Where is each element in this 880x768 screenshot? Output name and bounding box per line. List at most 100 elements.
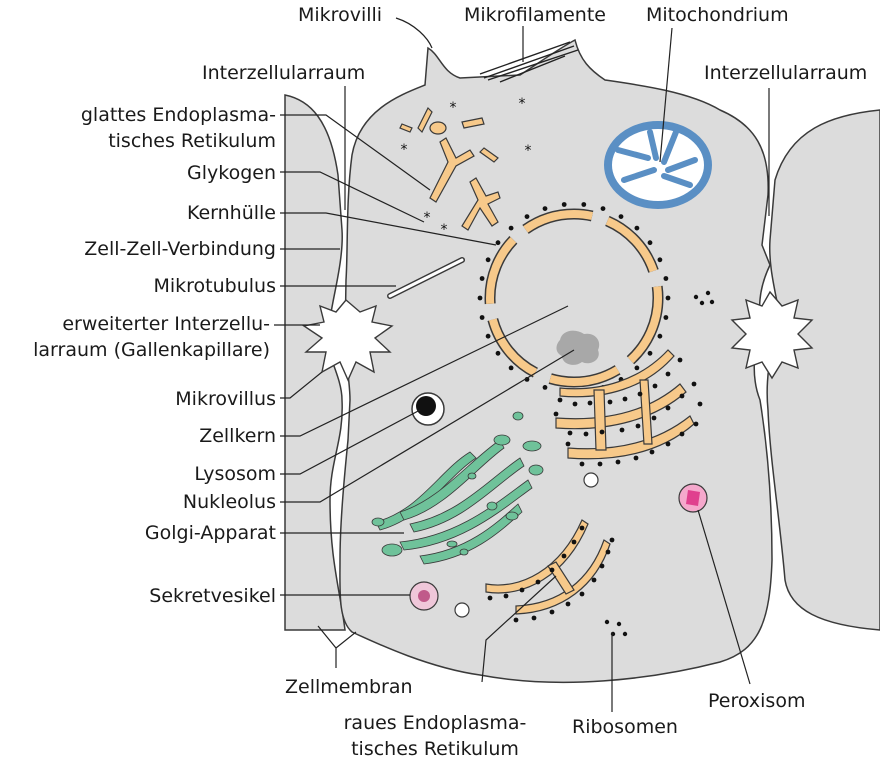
svg-text:*: * <box>450 100 457 116</box>
label-mikrofilamente: Mikrofilamente <box>464 4 606 26</box>
ribosome-dot <box>665 371 671 377</box>
label-mitochondrium: Mitochondrium <box>646 4 789 26</box>
gallenkapillare-left <box>302 299 394 382</box>
label-zellmembran: Zellmembran <box>285 676 413 698</box>
right-neighbour-cell <box>766 109 880 631</box>
svg-text:*: * <box>519 96 526 112</box>
label-sekretvesikel: Sekretvesikel <box>149 585 276 607</box>
ribosome-dot <box>557 397 563 403</box>
lysosom <box>411 392 445 426</box>
vesikel <box>454 602 470 618</box>
raues-er-rechts <box>555 349 695 460</box>
glattes-er <box>399 106 501 231</box>
kernhuelle <box>484 208 664 388</box>
label-erweiterter-interzellularraum: erweiterter Interzellu- larraum (Gallenk… <box>4 313 270 361</box>
ribosome-dot <box>495 240 501 246</box>
label-glattes-er-line1: glattes Endoplasma- <box>80 104 276 126</box>
svg-text:*: * <box>441 222 448 238</box>
ribosome-dot <box>508 225 514 231</box>
leader-lines <box>274 17 770 712</box>
ribosome-dot <box>679 393 685 399</box>
label-raues-er-line2: tisches Retikulum <box>351 738 519 760</box>
ribosome-dot <box>697 401 703 407</box>
label-raues-er: raues Endoplasma- tisches Retikulum <box>330 712 540 760</box>
ribosome-dot <box>649 449 655 455</box>
label-mikrovilli: Mikrovilli <box>298 4 383 26</box>
ribosome-dot <box>549 609 555 615</box>
ribosome-dot <box>503 593 509 599</box>
ribosome-dot <box>581 202 587 207</box>
ribosome-dot <box>542 206 548 212</box>
ribosome-dot <box>635 423 641 429</box>
ribosome-dot <box>637 391 643 397</box>
ribosome-dot <box>665 441 671 447</box>
glykogen: * * * * * * <box>401 96 532 238</box>
raues-er-rechts-ribosomen <box>553 357 703 467</box>
ribosome-dot <box>619 427 625 433</box>
ribosome-dot <box>477 295 483 301</box>
label-kernhuelle: Kernhülle <box>186 202 276 224</box>
label-nukleolus: Nukleolus <box>182 491 276 513</box>
ribosome-dot <box>587 400 593 406</box>
ribosome-dot <box>600 206 606 212</box>
ribosome-dot <box>508 365 514 371</box>
mikrofilamente <box>479 41 579 83</box>
ribosome-dot <box>677 357 683 363</box>
label-peroxisom: Peroxisom <box>708 690 806 712</box>
ribosome-dot <box>652 383 658 389</box>
raues-er-unten <box>485 519 611 615</box>
kernhuelle-ribosomen <box>477 202 671 394</box>
label-zellkern: Zellkern <box>199 425 276 447</box>
label-raues-er-line1: raues Endoplasma- <box>343 712 527 734</box>
ribosome-dot <box>647 350 653 356</box>
label-glattes-er: glattes Endoplasma- tisches Retikulum <box>24 104 276 152</box>
ribosome-dot <box>663 315 669 320</box>
ribosome-dot <box>665 405 671 411</box>
ribosome-dot <box>535 579 541 585</box>
label-erweiterter-line1: erweiterter Interzellu- <box>62 313 270 335</box>
ribosome-dot <box>495 350 501 356</box>
gallenkapillare-right <box>730 290 814 380</box>
ribosome-dot <box>618 214 624 220</box>
raues-er-unten-ribosomen <box>487 525 615 623</box>
ribosome-dot <box>565 441 571 447</box>
ribosome-dot <box>571 539 577 545</box>
nukleolus <box>556 330 600 365</box>
ribosome-dot <box>553 411 559 417</box>
label-interzellularraum-left: Interzellularraum <box>202 62 366 84</box>
ribosome-dot <box>485 257 491 263</box>
ribosome-dot <box>579 461 585 467</box>
ribosome-dot <box>609 537 615 543</box>
svg-text:*: * <box>424 210 431 226</box>
ribosome-dot <box>542 385 548 390</box>
ribosome-dot <box>651 415 657 421</box>
ribosome-dot <box>561 553 567 559</box>
svg-text:*: * <box>525 143 532 159</box>
ribosome-dot <box>691 381 697 387</box>
ribosome-dot <box>579 591 585 597</box>
ribosome-dot <box>479 276 485 281</box>
ribosome-dot <box>531 615 537 621</box>
label-lysosom: Lysosom <box>194 463 276 485</box>
ribosome-dot <box>479 315 485 320</box>
mikrotubulus <box>387 257 465 299</box>
label-ribosomen: Ribosomen <box>572 716 678 738</box>
ribosome-dot <box>572 401 578 407</box>
ribosome-dot <box>485 333 491 339</box>
ribosome-dot <box>657 257 663 263</box>
mitochondrium <box>604 121 712 209</box>
ribosome-dot <box>567 430 573 436</box>
ribosome-dot <box>647 240 653 246</box>
peroxisom <box>678 483 708 513</box>
label-zell-zell-verbindung: Zell-Zell-Verbindung <box>84 238 276 260</box>
ribosome-dot <box>583 431 589 437</box>
label-interzellularraum-right: Interzellularraum <box>704 62 868 84</box>
ribosome-dot <box>597 461 603 467</box>
ribosome-dot <box>599 563 605 569</box>
label-glattes-er-line2: tisches Retikulum <box>108 130 276 152</box>
ribosome-dot <box>615 459 621 465</box>
sekretvesikel <box>409 581 439 611</box>
ribosome-dot <box>607 399 613 405</box>
ribosome-dot <box>663 276 669 281</box>
